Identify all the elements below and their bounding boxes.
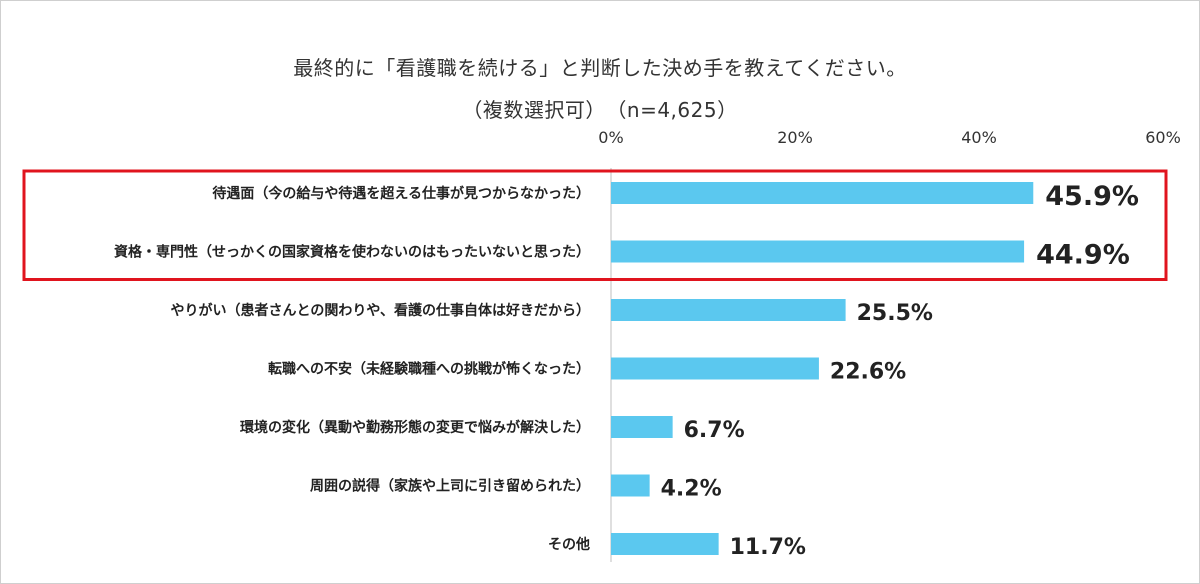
- bar: [611, 533, 719, 555]
- category-label: 待遇面（今の給与や待遇を超える仕事が見つからなかった）: [212, 185, 590, 202]
- data-label: 6.7%: [684, 418, 745, 443]
- category-label: 周囲の説得（家族や上司に引き留められた）: [310, 478, 590, 495]
- bar: [611, 299, 846, 321]
- data-label: 4.2%: [661, 477, 722, 502]
- highlight-box: [22, 169, 1168, 281]
- bar: [611, 416, 673, 438]
- category-label: その他: [548, 536, 590, 553]
- data-label: 45.9%: [1045, 181, 1139, 212]
- category-label: やりがい（患者さんとの関わりや、看護の仕事自体は好きだから）: [171, 302, 590, 319]
- x-tick-label: 60%: [1145, 128, 1181, 147]
- bar: [611, 474, 650, 497]
- category-label: 転職への不安（未経験職種への挑戦が怖くなった）: [268, 361, 590, 378]
- bar: [611, 182, 1034, 204]
- x-tick-label: 0%: [598, 128, 623, 147]
- bar: [611, 240, 1025, 263]
- x-tick-label: 20%: [777, 128, 813, 147]
- bar: [611, 357, 819, 380]
- category-label: 資格・専門性（せっかくの国家資格を使わないのはもったいないと思った）: [114, 244, 590, 261]
- chart-title: 最終的に「看護職を続ける」と判断した決め手を教えてください。: [293, 56, 907, 80]
- data-label: 22.6%: [830, 360, 906, 385]
- x-tick-label: 40%: [961, 128, 997, 147]
- chart-subtitle: （複数選択可） （n=4,625）: [462, 98, 738, 122]
- category-label: 環境の変化（異動や勤務形態の変更で悩みが解決した）: [240, 419, 590, 436]
- data-label: 44.9%: [1036, 240, 1130, 271]
- data-label: 11.7%: [730, 535, 806, 560]
- data-label: 25.5%: [857, 301, 933, 326]
